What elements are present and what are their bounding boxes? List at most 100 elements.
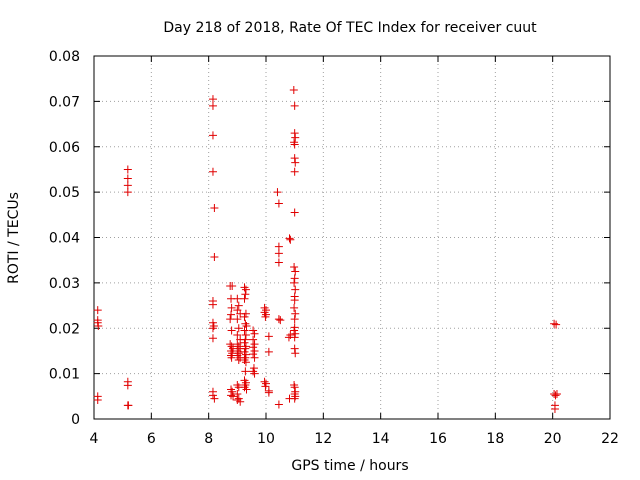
data-point [274,249,283,258]
data-point [227,353,236,362]
data-point [290,140,299,149]
y-tick-label: 0.07 [49,94,80,110]
data-point [227,310,236,319]
data-point [240,376,249,385]
data-point [233,315,242,324]
data-point [241,350,250,359]
data-point [93,306,102,315]
data-point [286,235,295,244]
x-tick-label: 20 [544,431,562,447]
chart-title: Day 218 of 2018, Rate Of TEC Index for r… [163,20,537,36]
data-point [241,380,250,389]
x-tick-label: 18 [486,431,504,447]
data-point [290,154,299,163]
data-point [240,338,249,347]
data-point [234,349,243,358]
data-point [290,326,299,335]
y-tick-label: 0.03 [49,276,80,292]
data-point [210,204,219,213]
data-point [285,234,294,243]
y-axis-label: ROTI / TECUs [6,192,22,284]
x-tick-label: 10 [257,431,275,447]
data-point [234,394,243,403]
data-point [290,129,299,138]
data-point [261,382,270,391]
data-point [273,188,282,197]
x-tick-label: 14 [372,431,390,447]
data-point [234,342,243,351]
data-point [208,300,217,309]
data-point [274,258,283,267]
data-point [233,380,242,389]
data-point [291,349,300,358]
data-point [123,181,132,190]
data-point [240,294,249,303]
data-point [229,392,238,401]
data-point [93,318,102,327]
data-point [260,377,269,386]
data-point [250,353,259,362]
data-point [94,321,103,330]
data-point [208,334,217,343]
data-point [291,309,300,318]
data-point [290,383,299,392]
x-tick-label: 22 [601,431,619,447]
y-tick-label: 0.05 [49,185,80,201]
data-point [208,167,217,176]
data-point [250,340,259,349]
y-tick-label: 0.04 [49,231,80,247]
data-point [241,290,250,299]
data-point [290,303,299,312]
data-point [290,138,299,147]
data-point [286,331,295,340]
data-point [274,242,283,251]
plot-frame [93,55,611,420]
data-point [290,208,299,217]
data-point [552,390,561,399]
data-point [208,391,217,400]
data-point [291,329,300,338]
data-point [274,400,283,409]
y-tick-label: 0.02 [49,321,80,337]
data-point [208,101,217,110]
data-point [249,343,258,352]
data-point [227,303,236,312]
data-point [233,331,242,340]
data-point [290,262,299,271]
data-point [291,392,300,401]
data-point [552,320,561,329]
data-point [276,316,285,325]
data-point [93,395,102,404]
data-point [241,319,250,328]
data-point [290,315,299,324]
data-point [240,383,249,392]
grid-lines [94,56,610,419]
data-point [241,285,250,294]
x-tick-label: 4 [90,431,99,447]
data-point [234,301,243,310]
data-point [250,346,259,355]
data-point [227,342,236,351]
data-point [290,344,299,353]
x-axis-label: GPS time / hours [291,458,408,474]
data-point [240,283,249,292]
data-point [208,95,217,104]
data-point [264,388,273,397]
data-point [228,387,237,396]
data-point [241,358,250,367]
data-point [124,401,133,410]
data-point [261,312,270,321]
axis-ticks: 4 6 8 10 12 14 16 18 20 22 0 0.01 0.02 0.03 0.04 0.05 0.… [49,49,619,447]
data-point [236,397,245,406]
data-point [274,315,283,324]
data-point [226,315,235,324]
y-tick-label: 0 [71,412,80,428]
data-point [250,369,259,378]
x-tick-label: 16 [429,431,447,447]
y-tick-label: 0.08 [49,49,80,65]
data-point [291,158,300,167]
data-point [290,333,299,342]
data-point [290,296,299,305]
data-point [123,174,132,183]
